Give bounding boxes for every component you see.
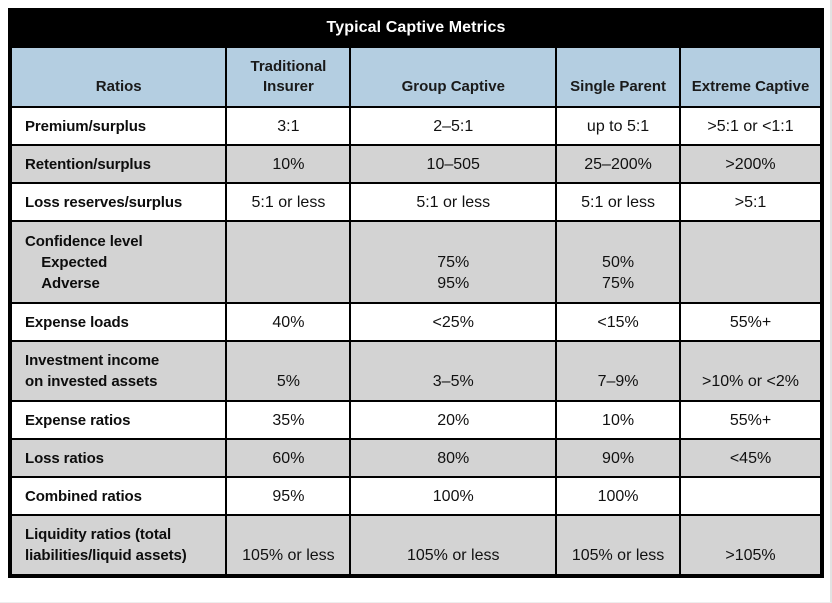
table-title: Typical Captive Metrics [10,10,822,46]
row-label: Loss ratios [9,438,228,478]
cell-value: >200% [679,144,822,184]
cell-value: 55%+ [679,400,822,440]
table-row: Expense ratios 35% 20% 10% 55%+ [9,400,822,440]
table-row: Loss reserves/surplus 5:1 or less 5:1 or l… [9,182,822,222]
cell-value: 35% [225,400,352,440]
table-row: Investment income on invested assets 5% … [9,340,822,402]
column-header-group-captive: Group Captive [349,46,558,108]
column-header-traditional-insurer: Traditional Insurer [225,46,352,108]
cell-value: 3:1 [225,106,352,146]
cell-value: 5:1 or less [555,182,682,222]
table-body: Premium/surplus 3:1 2–5:1 up to 5:1 >5:1 or … [9,106,822,576]
cell-value: 100% [349,476,558,516]
table-row: Confidence level Expected Adverse 75% 95… [9,220,822,304]
header-row: Ratios Traditional Insurer Group Captive… [9,46,822,108]
column-header-ratios: Ratios [9,46,228,108]
row-label: Premium/surplus [9,106,228,146]
table-row: Expense loads 40% <25% <15% 55%+ [9,302,822,342]
cell-value: >10% or <2% [679,340,822,402]
cell-value: 10% [225,144,352,184]
cell-value: 10–505 [349,144,558,184]
table-row: Premium/surplus 3:1 2–5:1 up to 5:1 >5:1 or … [9,106,822,146]
cell-value [679,476,822,516]
metrics-table: Ratios Traditional Insurer Group Captive… [9,46,822,576]
cell-value: 90% [555,438,682,478]
cell-value: 7–9% [555,340,682,402]
cell-value: 55%+ [679,302,822,342]
cell-value: >5:1 or <1:1 [679,106,822,146]
cell-value: <45% [679,438,822,478]
table-row: Combined ratios 95% 100% 100% [9,476,822,516]
cell-value: 80% [349,438,558,478]
column-header-extreme-captive: Extreme Captive [679,46,822,108]
cell-value [679,220,822,304]
cell-value: >5:1 [679,182,822,222]
cell-value: 5% [225,340,352,402]
cell-value: 60% [225,438,352,478]
row-label: Liquidity ratios (total liabilities/liqu… [9,514,228,576]
row-label: Retention/surplus [9,144,228,184]
cell-value: >105% [679,514,822,576]
row-label: Investment income on invested assets [9,340,228,402]
cell-value: 40% [225,302,352,342]
cell-value: 20% [349,400,558,440]
cell-value: 50% 75% [555,220,682,304]
cell-value: up to 5:1 [555,106,682,146]
cell-value: 105% or less [555,514,682,576]
cell-value: 105% or less [225,514,352,576]
cell-value: <15% [555,302,682,342]
cell-value: 5:1 or less [225,182,352,222]
cell-value: <25% [349,302,558,342]
column-header-single-parent: Single Parent [555,46,682,108]
cell-value: 2–5:1 [349,106,558,146]
cell-value: 100% [555,476,682,516]
table-row: Loss ratios 60% 80% 90% <45% [9,438,822,478]
row-label: Confidence level Expected Adverse [9,220,228,304]
cell-value: 95% [225,476,352,516]
table-row: Retention/surplus 10% 10–505 25–200% >200% [9,144,822,184]
captive-metrics-table: Typical Captive Metrics Ratios Tradition… [8,8,824,578]
row-label: Expense loads [9,302,228,342]
row-label: Combined ratios [9,476,228,516]
cell-value: 25–200% [555,144,682,184]
cell-value: 75% 95% [349,220,558,304]
cell-value: 5:1 or less [349,182,558,222]
row-label: Loss reserves/surplus [9,182,228,222]
cell-value: 105% or less [349,514,558,576]
cell-value: 3–5% [349,340,558,402]
cell-value: 10% [555,400,682,440]
row-label: Expense ratios [9,400,228,440]
table-row: Liquidity ratios (total liabilities/liqu… [9,514,822,576]
cell-value [225,220,352,304]
